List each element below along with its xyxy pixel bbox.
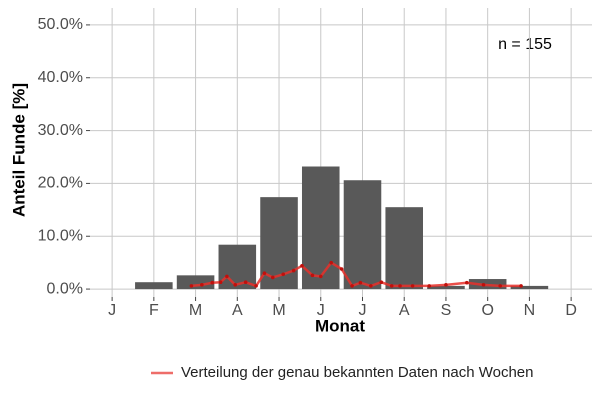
- point: [389, 284, 394, 288]
- point: [262, 271, 267, 276]
- point: [410, 284, 415, 288]
- point: [291, 268, 296, 273]
- point: [210, 280, 215, 285]
- point: [444, 283, 448, 287]
- point: [350, 284, 354, 288]
- point: [358, 280, 363, 285]
- point: [519, 284, 523, 288]
- y-tick-label: 20.0%: [38, 175, 83, 192]
- x-tick-label: S: [441, 302, 452, 319]
- point: [225, 274, 229, 279]
- x-axis-title: Monat: [315, 316, 365, 335]
- y-tick-label: 50.0%: [38, 16, 83, 33]
- point: [427, 284, 432, 288]
- bar: [427, 285, 465, 290]
- line: [191, 261, 522, 288]
- point: [398, 284, 402, 288]
- point: [300, 264, 304, 268]
- x-tick-label: J: [108, 302, 116, 319]
- x-tick-label: J: [317, 302, 325, 319]
- bar: [343, 180, 382, 290]
- point: [310, 273, 315, 278]
- point: [369, 284, 373, 288]
- bar: [385, 207, 423, 290]
- annotation: n = 155: [498, 36, 552, 53]
- y-tick-label: 10.0%: [38, 227, 83, 244]
- x-tick-label: O: [481, 302, 493, 319]
- x-tick-label: A: [399, 302, 410, 319]
- bar: [176, 275, 215, 290]
- point: [218, 280, 223, 285]
- x-tick-label: J: [358, 302, 366, 319]
- point: [270, 275, 275, 280]
- point: [233, 283, 238, 287]
- point: [481, 283, 486, 287]
- y-axis-title: Anteil Funde [%]: [9, 83, 28, 217]
- x-tick-label: M: [272, 302, 285, 319]
- point: [329, 260, 333, 265]
- point: [465, 280, 469, 285]
- point: [254, 284, 258, 288]
- bar: [510, 285, 549, 290]
- point: [281, 272, 286, 277]
- point: [318, 274, 323, 279]
- legend-label: Verteilung der genau bekannten Daten nac…: [181, 364, 534, 381]
- bar: [135, 282, 173, 290]
- point: [189, 284, 194, 288]
- x-tick-label: A: [232, 302, 243, 319]
- point: [339, 267, 344, 271]
- bar: [301, 166, 340, 290]
- point: [379, 280, 384, 285]
- point: [498, 284, 502, 288]
- x-tick-label: M: [189, 302, 202, 319]
- point: [243, 280, 248, 285]
- x-tick-label: N: [524, 302, 536, 319]
- bar: [218, 244, 257, 290]
- y-tick-label: 40.0%: [38, 69, 83, 86]
- y-tick-label: 0.0%: [47, 280, 83, 297]
- point: [200, 283, 204, 287]
- y-tick-label: 30.0%: [38, 122, 83, 139]
- x-tick-label: D: [565, 302, 577, 319]
- x-tick-label: F: [149, 302, 159, 319]
